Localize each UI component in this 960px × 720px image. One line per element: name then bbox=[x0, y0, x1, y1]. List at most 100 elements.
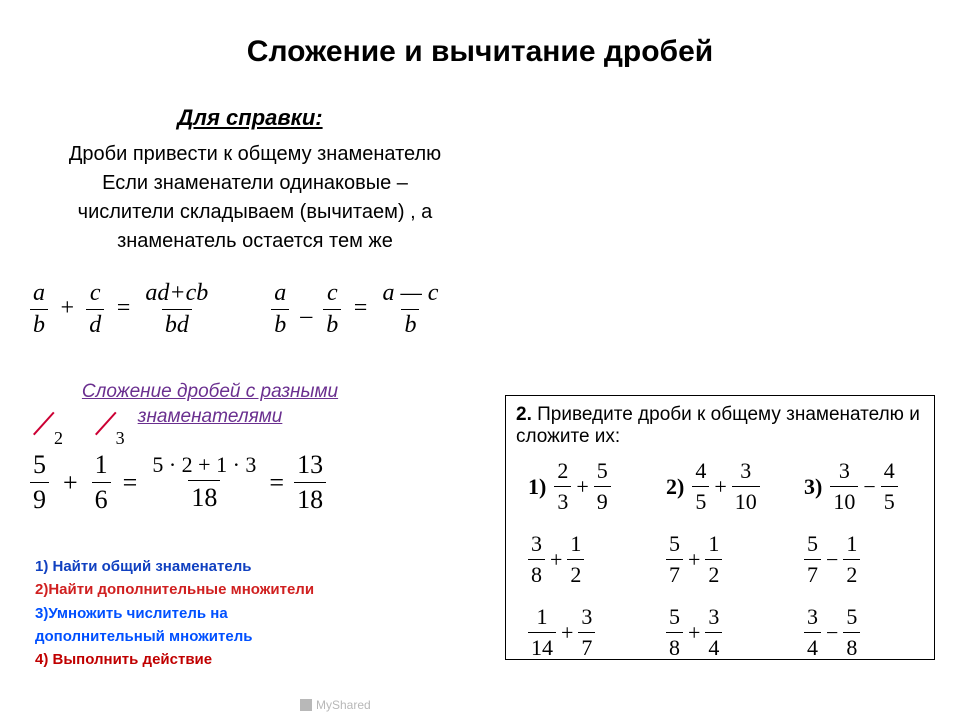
fraction-with-multiplier: 59 2 bbox=[30, 450, 49, 515]
den: b bbox=[30, 309, 48, 339]
num: c bbox=[87, 280, 104, 309]
num: a bbox=[30, 280, 48, 309]
task-item: 57−12 bbox=[804, 531, 924, 588]
num: 1 bbox=[534, 604, 551, 632]
num: 1 bbox=[705, 531, 722, 559]
num: 5 bbox=[843, 604, 860, 632]
den: 18 bbox=[188, 480, 220, 513]
num: 3 bbox=[705, 604, 722, 632]
den: 9 bbox=[594, 486, 611, 515]
op: + bbox=[550, 547, 562, 573]
num: 5 bbox=[804, 531, 821, 559]
den: 7 bbox=[666, 559, 683, 588]
den: 18 bbox=[294, 482, 326, 515]
fraction-with-multiplier: 16 3 bbox=[92, 450, 111, 515]
den: 8 bbox=[666, 632, 683, 661]
num: 4 bbox=[881, 458, 898, 486]
den: 4 bbox=[804, 632, 821, 661]
num: 5 bbox=[30, 450, 49, 482]
step-1: 1) Найти общий знаменатель bbox=[35, 555, 314, 578]
den: 14 bbox=[528, 632, 556, 661]
den: 6 bbox=[92, 482, 111, 515]
reference-heading: Для справки: bbox=[0, 105, 500, 131]
den: 4 bbox=[705, 632, 722, 661]
num: 1 bbox=[92, 450, 111, 482]
formula-addition: ab + cd = ad+cbbd bbox=[30, 280, 211, 339]
equals-op: = bbox=[352, 295, 368, 322]
num: 5 · 2 + 1 · 3 bbox=[149, 452, 259, 480]
watermark: MyShared bbox=[300, 698, 371, 712]
den: 8 bbox=[843, 632, 860, 661]
step-4: 4) Выполнить действие bbox=[35, 648, 314, 671]
den: 7 bbox=[578, 632, 595, 661]
op: − bbox=[863, 474, 875, 500]
plus-op: + bbox=[59, 295, 75, 322]
task-heading: 2. Приведите дроби к общему знаменателю … bbox=[516, 404, 924, 448]
minus-op: _ bbox=[300, 295, 312, 322]
den: bd bbox=[162, 309, 192, 339]
num: 3 bbox=[528, 531, 545, 559]
den: 5 bbox=[881, 486, 898, 515]
num: 3 bbox=[804, 604, 821, 632]
item-label: 2) bbox=[666, 474, 684, 500]
den: 8 bbox=[528, 559, 545, 588]
task-rows: 1)23+592)45+3103)310−4538+1257+1257−1211… bbox=[516, 458, 924, 661]
num: 2 bbox=[554, 458, 571, 486]
den: 5 bbox=[692, 486, 709, 515]
den: 10 bbox=[732, 486, 760, 515]
num: 13 bbox=[294, 450, 326, 482]
equals-op: = bbox=[123, 468, 138, 498]
step-2: 2)Найти дополнительные множители bbox=[35, 578, 314, 601]
equals-op: = bbox=[269, 468, 284, 498]
den: 9 bbox=[30, 482, 49, 515]
num: ad+cb bbox=[142, 280, 211, 309]
num: 3 bbox=[836, 458, 853, 486]
equals-op: = bbox=[115, 295, 131, 322]
reference-body: Дроби привести к общему знаменателю Если… bbox=[0, 140, 510, 256]
worked-example: 59 2 + 16 3 = 5 · 2 + 1 · 318 = 1318 bbox=[30, 450, 326, 515]
plus-op: + bbox=[63, 468, 78, 498]
op: + bbox=[688, 620, 700, 646]
task-row: 114+3758+3434−58 bbox=[528, 604, 924, 661]
formula-subtraction: ab _ cb = a — cb bbox=[271, 280, 441, 339]
steps-list: 1) Найти общий знаменатель 2)Найти допол… bbox=[35, 555, 314, 671]
num: c bbox=[324, 280, 341, 309]
den: b bbox=[323, 309, 341, 339]
den: d bbox=[86, 309, 104, 339]
ref-line-1: Дроби привести к общему знаменателю bbox=[69, 143, 441, 165]
den: b bbox=[271, 309, 289, 339]
op: + bbox=[576, 474, 588, 500]
num: 3 bbox=[737, 458, 754, 486]
den: 3 bbox=[554, 486, 571, 515]
item-label: 1) bbox=[528, 474, 546, 500]
formula-row: ab + cd = ad+cbbd ab _ cb = a — cb bbox=[30, 280, 441, 339]
task-box: 2. Приведите дроби к общему знаменателю … bbox=[505, 395, 935, 660]
ref-line-2: Если знаменатели одинаковые – bbox=[102, 172, 408, 194]
watermark-text: MyShared bbox=[316, 698, 371, 712]
num: 3 bbox=[578, 604, 595, 632]
task-item: 38+12 bbox=[528, 531, 648, 588]
den: 10 bbox=[830, 486, 858, 515]
task-item: 1) 23+59 bbox=[528, 458, 648, 515]
den: b bbox=[401, 309, 419, 339]
task-row: 38+1257+1257−12 bbox=[528, 531, 924, 588]
ref-line-4: знаменатель остается тем же bbox=[117, 230, 393, 252]
num: 5 bbox=[666, 531, 683, 559]
num: a bbox=[271, 280, 289, 309]
num: 5 bbox=[666, 604, 683, 632]
den: 2 bbox=[567, 559, 584, 588]
op: − bbox=[826, 620, 838, 646]
op: + bbox=[714, 474, 726, 500]
num: 1 bbox=[567, 531, 584, 559]
num: a — c bbox=[379, 280, 441, 309]
task-item: 114+37 bbox=[528, 604, 648, 661]
item-label: 3) bbox=[804, 474, 822, 500]
task-row: 1)23+592)45+3103)310−45 bbox=[528, 458, 924, 515]
num: 4 bbox=[692, 458, 709, 486]
num: 5 bbox=[594, 458, 611, 486]
op: + bbox=[561, 620, 573, 646]
task-item: 57+12 bbox=[666, 531, 786, 588]
op: − bbox=[826, 547, 838, 573]
page-title: Сложение и вычитание дробей bbox=[0, 35, 960, 69]
task-item: 3) 310−45 bbox=[804, 458, 924, 515]
